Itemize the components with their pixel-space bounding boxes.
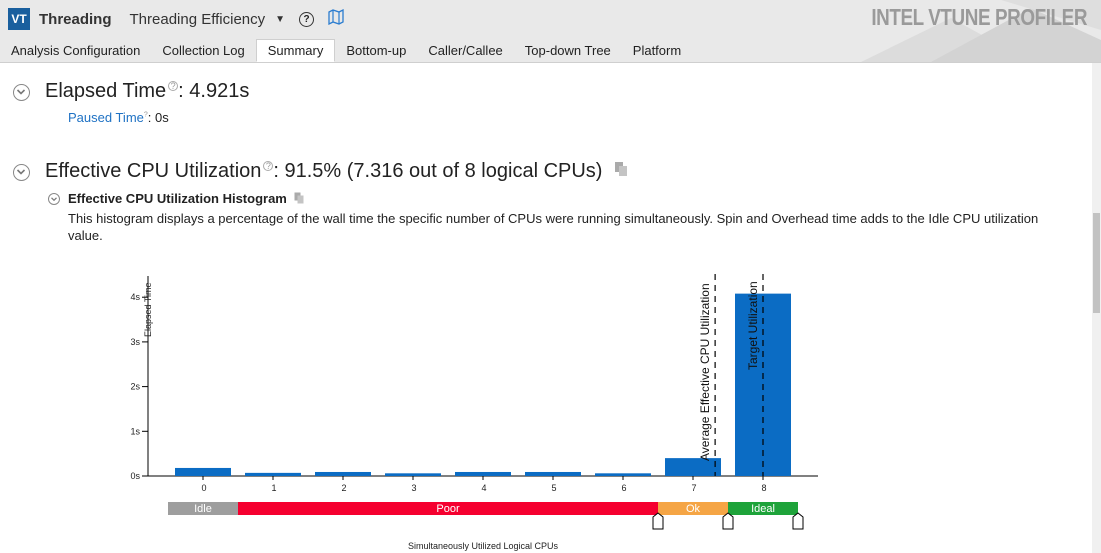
vertical-scrollbar[interactable] — [1092, 63, 1101, 553]
zone-poor — [238, 502, 658, 515]
paused-time-metric: Paused Time?: 0s — [68, 110, 169, 125]
histogram-bar — [315, 471, 371, 476]
header-decoration — [861, 0, 1101, 62]
threshold-handle — [792, 512, 804, 530]
zone-label: Ok — [686, 503, 701, 515]
histogram-bar — [665, 458, 721, 476]
histogram-bar — [595, 473, 651, 476]
marker-label: Average Effective CPU Utilization — [698, 283, 712, 461]
histogram-bar — [175, 467, 231, 476]
x-tick-label: 0 — [201, 483, 206, 493]
map-icon[interactable] — [328, 8, 344, 30]
histogram-description: This histogram displays a percentage of … — [68, 211, 1039, 243]
x-tick-label: 2 — [341, 483, 346, 493]
paused-time-value: : 0s — [147, 110, 169, 125]
zone-ideal — [728, 502, 798, 515]
zone-label: Ideal — [751, 503, 775, 515]
product-logo: INTEL VTUNE PROFILER — [871, 4, 1087, 30]
scrollbar-thumb[interactable] — [1093, 213, 1100, 313]
x-axis-label: Simultaneously Utilized Logical CPUs — [408, 541, 559, 551]
help-icon[interactable]: ? — [299, 11, 315, 27]
x-tick-label: 7 — [691, 483, 696, 493]
zone-label: Poor — [436, 503, 460, 515]
tab-collection-log[interactable]: Collection Log — [162, 43, 245, 58]
tab-bottom-up[interactable]: Bottom-up — [346, 43, 407, 58]
y-tick-label: 1s — [130, 426, 140, 436]
zone-idle — [168, 502, 238, 515]
elapsed-time-label: Elapsed Time — [45, 80, 167, 102]
histogram-bar — [385, 473, 441, 476]
histogram-bar — [455, 471, 511, 476]
tab-bar: Analysis Configuration Collection Log Su… — [0, 39, 692, 62]
elapsed-time-metric: Elapsed Time?: 4.921s — [45, 80, 249, 103]
elapsed-time-value: : 4.921s — [178, 80, 250, 102]
x-tick-label: 3 — [411, 483, 416, 493]
x-tick-label: 6 — [621, 483, 626, 493]
zone-label: Idle — [194, 503, 212, 515]
x-tick-label: 8 — [761, 483, 766, 493]
threshold-handle — [722, 512, 734, 530]
copy-icon[interactable] — [294, 192, 304, 207]
histogram-title: Effective CPU Utilization Histogram — [68, 191, 304, 207]
tab-summary[interactable]: Summary — [255, 39, 336, 62]
y-tick-label: 3s — [130, 337, 140, 347]
help-icon[interactable]: ? — [263, 161, 274, 172]
y-axis-label: Elapsed Time — [143, 282, 153, 337]
analysis-type-label: Threading — [39, 10, 112, 28]
marker-label: Target Utilization — [746, 281, 760, 370]
header-bar: VT Threading Threading Efficiency ▼ ? IN… — [0, 0, 1101, 63]
cpu-utilization-label: Effective CPU Utilization — [45, 160, 262, 182]
tab-top-down-tree[interactable]: Top-down Tree — [524, 43, 611, 58]
x-tick-label: 4 — [481, 483, 486, 493]
viewpoint-selector[interactable]: Threading Efficiency — [129, 10, 266, 28]
threshold-handle — [652, 512, 664, 530]
cpu-utilization-metric: Effective CPU Utilization?: 91.5% (7.316… — [45, 160, 628, 183]
histogram-bar — [525, 471, 581, 476]
paused-time-link[interactable]: Paused Time — [68, 110, 144, 125]
histogram-bar — [245, 472, 301, 476]
y-tick-label: 4s — [130, 292, 140, 302]
help-icon[interactable]: ? — [168, 81, 179, 92]
tab-caller-callee[interactable]: Caller/Callee — [428, 43, 503, 58]
x-tick-label: 5 — [551, 483, 556, 493]
y-tick-label: 0s — [130, 471, 140, 481]
cpu-utilization-value: : 91.5% (7.316 out of 8 logical CPUs) — [273, 160, 603, 182]
histogram-title-text: Effective CPU Utilization Histogram — [68, 191, 287, 206]
collapse-elapsed-icon[interactable] — [13, 84, 30, 101]
x-tick-label: 1 — [271, 483, 276, 493]
app-logo: VT — [8, 8, 30, 30]
tab-analysis-configuration[interactable]: Analysis Configuration — [11, 43, 141, 58]
collapse-cpu-icon[interactable] — [13, 164, 30, 181]
collapse-histogram-icon[interactable] — [48, 193, 60, 205]
chevron-down-icon[interactable]: ▼ — [275, 13, 286, 25]
y-tick-label: 2s — [130, 382, 140, 392]
tab-platform[interactable]: Platform — [632, 43, 682, 58]
help-icon[interactable]: ? — [143, 111, 148, 119]
zone-ok — [658, 502, 728, 515]
copy-icon[interactable] — [614, 160, 628, 183]
